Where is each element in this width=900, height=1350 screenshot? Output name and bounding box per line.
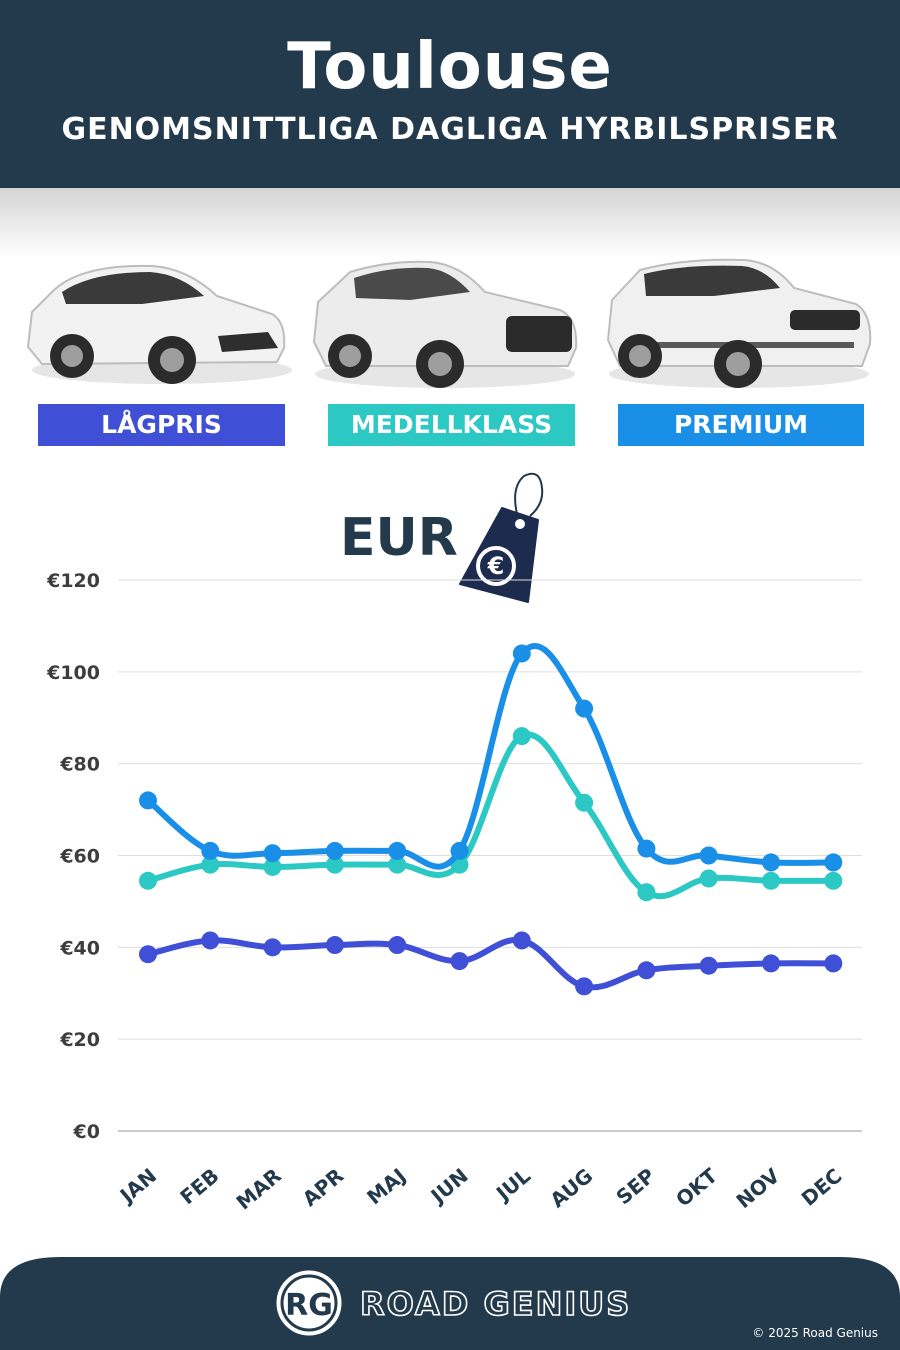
y-tick-label: €20 [59, 1029, 100, 1051]
category-label-premium: PREMIUM [618, 404, 864, 446]
data-point [201, 841, 220, 860]
data-point [450, 952, 469, 971]
x-tick-label: SEP [611, 1163, 659, 1209]
page-subtitle: GENOMSNITTLIGA DAGLIGA HYRBILSPRISER [61, 112, 839, 147]
data-point [139, 871, 157, 890]
x-tick-label: NOV [731, 1163, 784, 1213]
data-point [824, 954, 843, 973]
data-point [325, 841, 344, 860]
category-label-midsize: MEDELLKLASS [328, 404, 575, 446]
data-point [512, 644, 531, 663]
x-tick-label: MAJ [362, 1163, 410, 1209]
category-label-economy: LÅGPRIS [38, 404, 285, 446]
data-point [512, 931, 531, 950]
data-point [139, 791, 157, 810]
data-point [824, 853, 843, 872]
data-point [263, 857, 282, 876]
x-tick-label: FEB [175, 1163, 223, 1209]
data-point [699, 956, 718, 975]
data-point [139, 945, 157, 964]
copyright: © 2025 Road Genius [752, 1326, 878, 1340]
x-tick-label: OKT [671, 1163, 722, 1211]
data-point [699, 846, 718, 865]
premium-car-image [606, 258, 872, 388]
logo-initials: RG [285, 1288, 333, 1323]
data-point [762, 871, 780, 890]
x-tick-label: JAN [114, 1163, 161, 1208]
data-point [637, 961, 656, 980]
header-shadow [0, 188, 900, 258]
page-title: Toulouse [287, 30, 613, 104]
data-point [699, 869, 718, 888]
data-point [637, 839, 656, 858]
data-point [388, 936, 407, 955]
data-point [762, 853, 780, 872]
data-point [325, 936, 344, 955]
data-point [263, 938, 282, 957]
svg-text:€: € [487, 552, 505, 580]
x-tick-label: JUN [425, 1163, 473, 1209]
y-tick-label: €120 [46, 570, 100, 592]
currency-label: EUR [340, 508, 458, 568]
data-point [201, 931, 220, 950]
data-point [450, 841, 469, 860]
y-tick-label: €0 [73, 1121, 100, 1143]
series-line-2 [145, 643, 837, 870]
x-tick-label: APR [298, 1163, 348, 1211]
data-point [637, 883, 656, 902]
header: Toulouse GENOMSNITTLIGA DAGLIGA HYRBILSP… [0, 0, 900, 188]
data-point [388, 841, 407, 860]
data-point [201, 855, 220, 874]
midsize-car-image [312, 260, 578, 388]
data-point [388, 855, 407, 874]
x-tick-label: JUL [490, 1163, 535, 1206]
economy-car-image [26, 264, 292, 384]
data-point [575, 793, 594, 812]
data-point [824, 871, 843, 890]
footer: RG ROAD GENIUS [0, 1257, 900, 1350]
price-line-chart: €0 €20 €40 €60 €80 €100 €120 JAN FEB MAR APR MAJ JUN… [46, 570, 862, 1214]
data-point [263, 844, 282, 863]
data-point [512, 727, 531, 746]
x-tick-label: MAR [231, 1163, 285, 1214]
euro-price-tag-icon: € [459, 472, 544, 603]
y-tick-label: €60 [59, 846, 100, 868]
data-point [325, 855, 344, 874]
y-tick-label: €100 [46, 662, 100, 684]
x-tick-label: AUG [545, 1163, 597, 1212]
x-tick-label: DEC [797, 1163, 847, 1210]
data-point [762, 954, 780, 973]
data-point [575, 977, 594, 996]
data-point [575, 699, 594, 718]
y-tick-label: €80 [59, 754, 100, 776]
brand-logo-icon [273, 1267, 345, 1339]
y-tick-label: €40 [59, 937, 100, 959]
brand-name: ROAD GENIUS [360, 1285, 631, 1323]
